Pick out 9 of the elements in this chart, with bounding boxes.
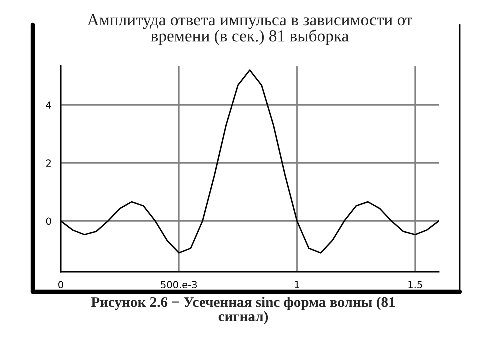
y-tick-label: 4 xyxy=(46,102,52,109)
x-tick-label: 0 xyxy=(58,281,64,289)
chart-title: Амплитуда ответа импульса в зависимости от времени (в сек.) 81 выборка xyxy=(87,14,412,46)
x-tick-label: 500.e-3 xyxy=(161,281,198,289)
y-tick-label: 0 xyxy=(46,218,52,226)
text: Рисунок 2.6 − Усеченная sinc форма волны (81 сигнал) xyxy=(91,297,396,325)
x-tick-label: 1 xyxy=(295,281,300,288)
x-tick-label: 1.5 xyxy=(408,281,422,289)
y-tick-label: 2 xyxy=(46,160,51,167)
